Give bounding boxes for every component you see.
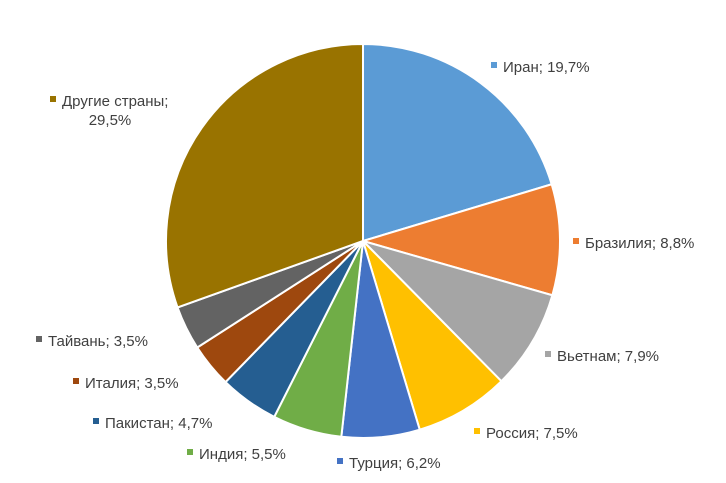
data-label-8: Тайвань; 3,5% <box>36 333 148 350</box>
legend-key-4 <box>337 458 343 464</box>
legend-key-2 <box>545 351 551 357</box>
legend-key-9 <box>50 96 56 102</box>
legend-key-7 <box>73 378 79 384</box>
data-label-0: Иран; 19,7% <box>491 59 590 76</box>
data-label-text-5: Индия; 5,5% <box>199 446 286 463</box>
data-label-7: Италия; 3,5% <box>73 375 179 392</box>
data-label-6: Пакистан; 4,7% <box>93 415 212 432</box>
legend-key-0 <box>491 62 497 68</box>
pie-slice-1 <box>359 183 561 297</box>
data-label-text-1: Бразилия; 8,8% <box>585 235 694 252</box>
data-label-4: Турция; 6,2% <box>337 455 441 472</box>
data-label-text-9-1: 29,5% <box>89 112 132 129</box>
data-label-3: Россия; 7,5% <box>474 425 578 442</box>
data-label-text-0: Иран; 19,7% <box>503 59 590 76</box>
pie-slice-2 <box>359 238 554 383</box>
pie-slice-0 <box>362 42 553 243</box>
legend-key-6 <box>93 418 99 424</box>
data-label-text-2: Вьетнам; 7,9% <box>557 348 659 365</box>
data-label-2: Вьетнам; 7,9% <box>545 348 659 365</box>
data-label-text-4: Турция; 6,2% <box>349 455 441 472</box>
data-label-text-8: Тайвань; 3,5% <box>48 333 148 350</box>
data-label-text-9-0: Другие страны; <box>62 93 168 110</box>
legend-key-5 <box>187 449 193 455</box>
data-label-text-7: Италия; 3,5% <box>85 375 179 392</box>
legend-key-8 <box>36 336 42 342</box>
data-label-9: Другие страны; 29,5% <box>50 93 168 129</box>
data-label-text-3: Россия; 7,5% <box>486 425 578 442</box>
pie-slice-3 <box>362 240 503 431</box>
legend-key-1 <box>573 238 579 244</box>
data-label-1: Бразилия; 8,8% <box>573 235 694 252</box>
legend-key-3 <box>474 428 480 434</box>
data-label-5: Индия; 5,5% <box>187 446 286 463</box>
data-label-text-6: Пакистан; 4,7% <box>105 415 212 432</box>
pie-slice-9 <box>165 42 364 309</box>
